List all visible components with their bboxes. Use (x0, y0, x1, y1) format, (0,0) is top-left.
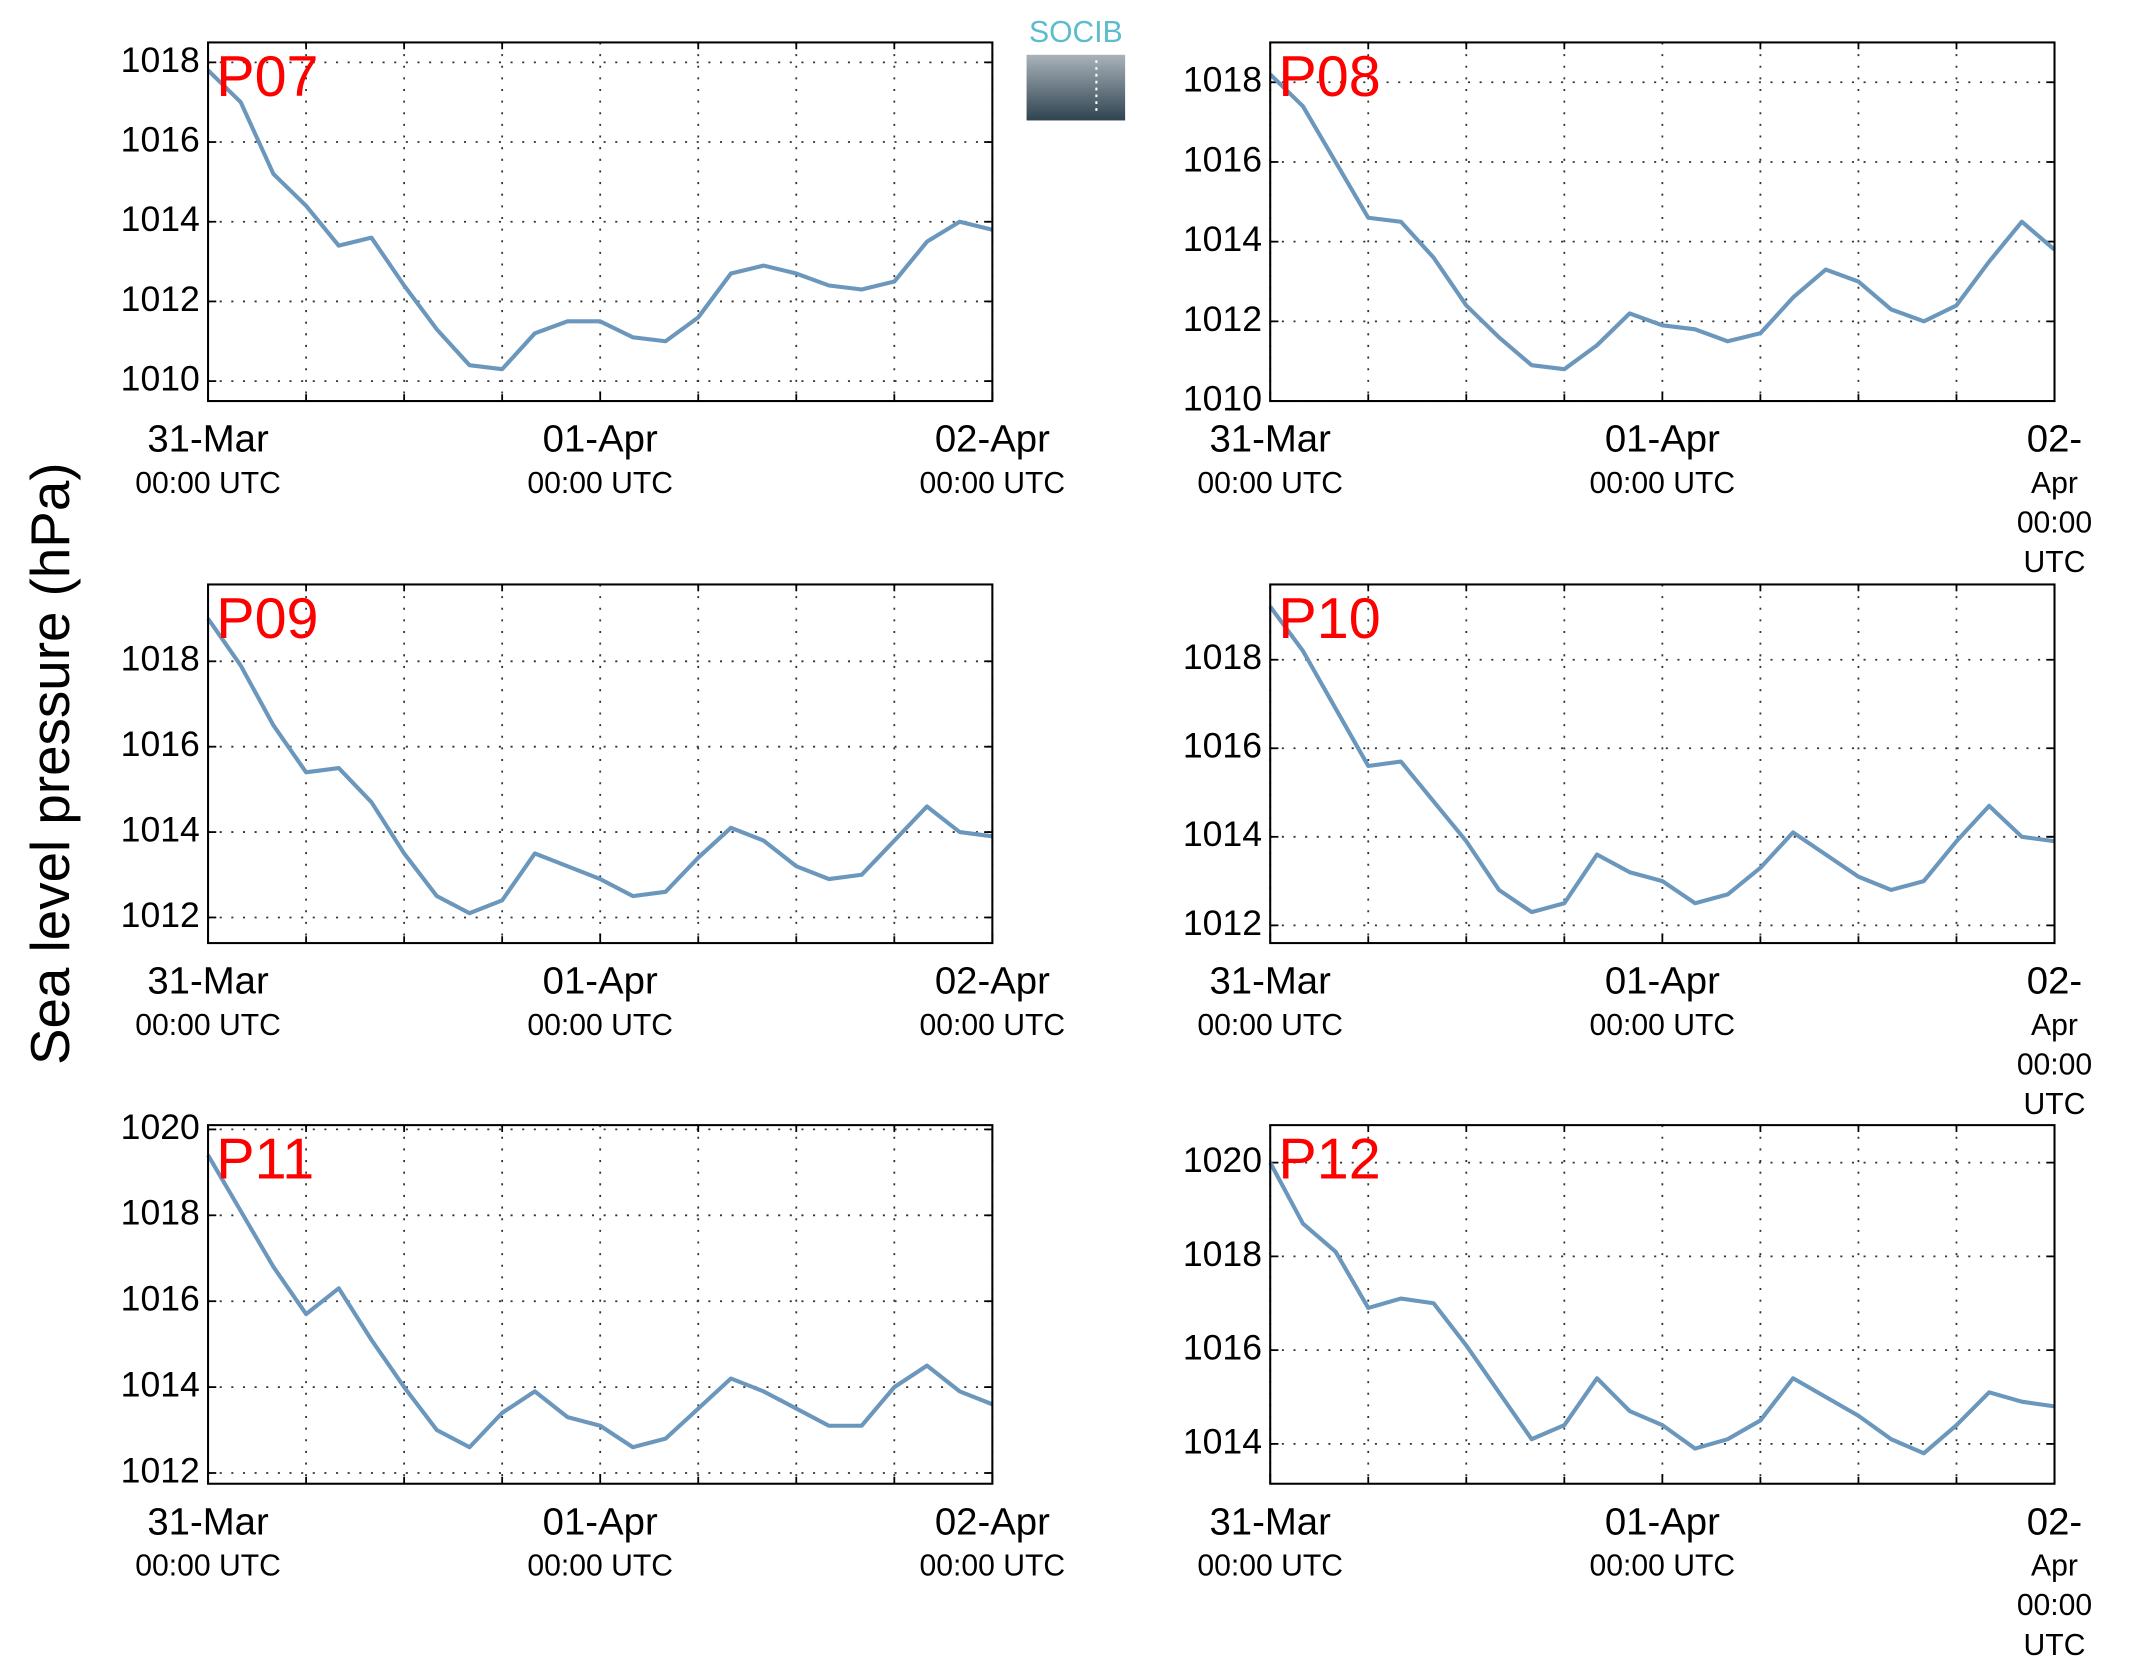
plot-frame (207, 583, 994, 945)
y-tick-label: 1020 (1183, 1140, 1262, 1180)
y-tick-label: 1016 (121, 119, 200, 159)
x-tick-label: 02-Apr 00:00 UTC (2016, 1500, 2093, 1662)
x-tick-label: 02-Apr 00:00 UTC (919, 959, 1066, 1043)
chart: SOCIB Sea level pressure (hPa) 1010 1012 1… (19, 16, 2056, 1490)
y-tick-label: 1014 (1183, 219, 1262, 259)
x-tick-label: 31-Mar 00:00 UTC (1197, 417, 1344, 501)
x-tick-label: 01-Apr 00:00 UTC (527, 417, 674, 501)
y-tick-label: 1010 (1183, 378, 1262, 418)
x-tick-label: 02-Apr 00:00 UTC (919, 417, 1066, 501)
x-tick-label: 02-Apr 00:00 UTC (919, 1500, 1066, 1583)
y-tick-label: 1014 (1183, 1421, 1262, 1461)
x-tick-label: 01-Apr 00:00 UTC (1589, 417, 1736, 501)
y-tick-label: 1014 (121, 1365, 200, 1405)
y-tick-label: 1016 (121, 724, 200, 764)
panel-title: P11 (216, 1128, 314, 1192)
y-axis-label: Sea level pressure (hPa) (19, 462, 81, 1065)
x-tick-label: 31-Mar 00:00 UTC (135, 417, 281, 501)
y-tick-label: 1012 (121, 895, 200, 935)
data-line (206, 68, 993, 372)
logo-text: SOCIB (1029, 16, 1123, 49)
y-tick-label: 1010 (121, 359, 200, 399)
panel-title: P07 (216, 45, 318, 109)
data-line (1268, 1161, 2055, 1456)
panel-title: P08 (1278, 45, 1380, 109)
figure: SOCIB Sea level pressure (hPa) 1010 1012 1… (19, 16, 2093, 1661)
y-tick-label: 1012 (121, 279, 200, 319)
y-tick-label: 1012 (121, 1450, 200, 1490)
plot-frame (1269, 583, 2056, 945)
y-tick-label: 1016 (1183, 726, 1262, 766)
panel-title: P12 (1278, 1128, 1380, 1192)
panel-title: P10 (1278, 587, 1380, 651)
y-tick-label: 1018 (121, 639, 200, 679)
y-tick-label: 1016 (121, 1279, 200, 1319)
y-tick-label: 1018 (1183, 1234, 1262, 1274)
plot-frame (207, 1124, 994, 1485)
y-tick-label: 1016 (1183, 1328, 1262, 1368)
x-tick-label: 31-Mar 00:00 UTC (135, 959, 281, 1043)
data-line (206, 617, 993, 916)
y-tick-label: 1018 (1183, 60, 1262, 100)
data-line (206, 1154, 994, 1450)
y-tick-label: 1018 (1183, 637, 1262, 677)
x-tick-label: 01-Apr 00:00 UTC (527, 959, 674, 1043)
data-line (1268, 72, 2056, 372)
y-tick-label: 1020 (121, 1107, 200, 1147)
plot-area (208, 584, 993, 944)
data-line (1268, 605, 2055, 915)
y-tick-label: 1012 (1183, 903, 1262, 943)
x-tick-label: 31-Mar 00:00 UTC (1197, 1500, 1344, 1583)
x-tick-label: 31-Mar 00:00 UTC (135, 1500, 281, 1583)
panel-title: P09 (216, 587, 318, 651)
x-tick-label: 02-Apr 00:00 UTC (2016, 959, 2093, 1121)
y-tick-label: 1014 (1183, 814, 1262, 854)
logo (1026, 54, 1126, 121)
plot-frame (1269, 41, 2056, 403)
y-tick-label: 1014 (121, 199, 200, 239)
plot-frame (207, 41, 994, 403)
plot-area (208, 1125, 993, 1484)
x-tick-label: 01-Apr 00:00 UTC (527, 1500, 674, 1583)
plot-frame (1269, 1124, 2056, 1485)
y-tick-label: 1014 (121, 809, 200, 849)
y-tick-label: 1018 (121, 40, 200, 80)
y-tick-label: 1016 (1183, 139, 1262, 179)
x-tick-label: 01-Apr 00:00 UTC (1589, 1500, 1736, 1583)
x-tick-label: 02-Apr 00:00 UTC (2016, 417, 2093, 579)
y-tick-label: 1018 (121, 1193, 200, 1233)
x-tick-label: 31-Mar 00:00 UTC (1197, 959, 1344, 1043)
x-tick-label: 01-Apr 00:00 UTC (1589, 959, 1736, 1043)
y-tick-label: 1012 (1183, 299, 1262, 339)
